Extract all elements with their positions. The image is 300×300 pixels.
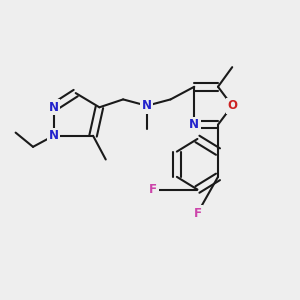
Text: N: N (189, 118, 199, 131)
Text: N: N (49, 129, 58, 142)
Text: N: N (49, 101, 58, 114)
Text: N: N (142, 99, 152, 112)
Text: F: F (194, 207, 201, 220)
Text: O: O (227, 99, 237, 112)
Text: F: F (149, 183, 157, 196)
